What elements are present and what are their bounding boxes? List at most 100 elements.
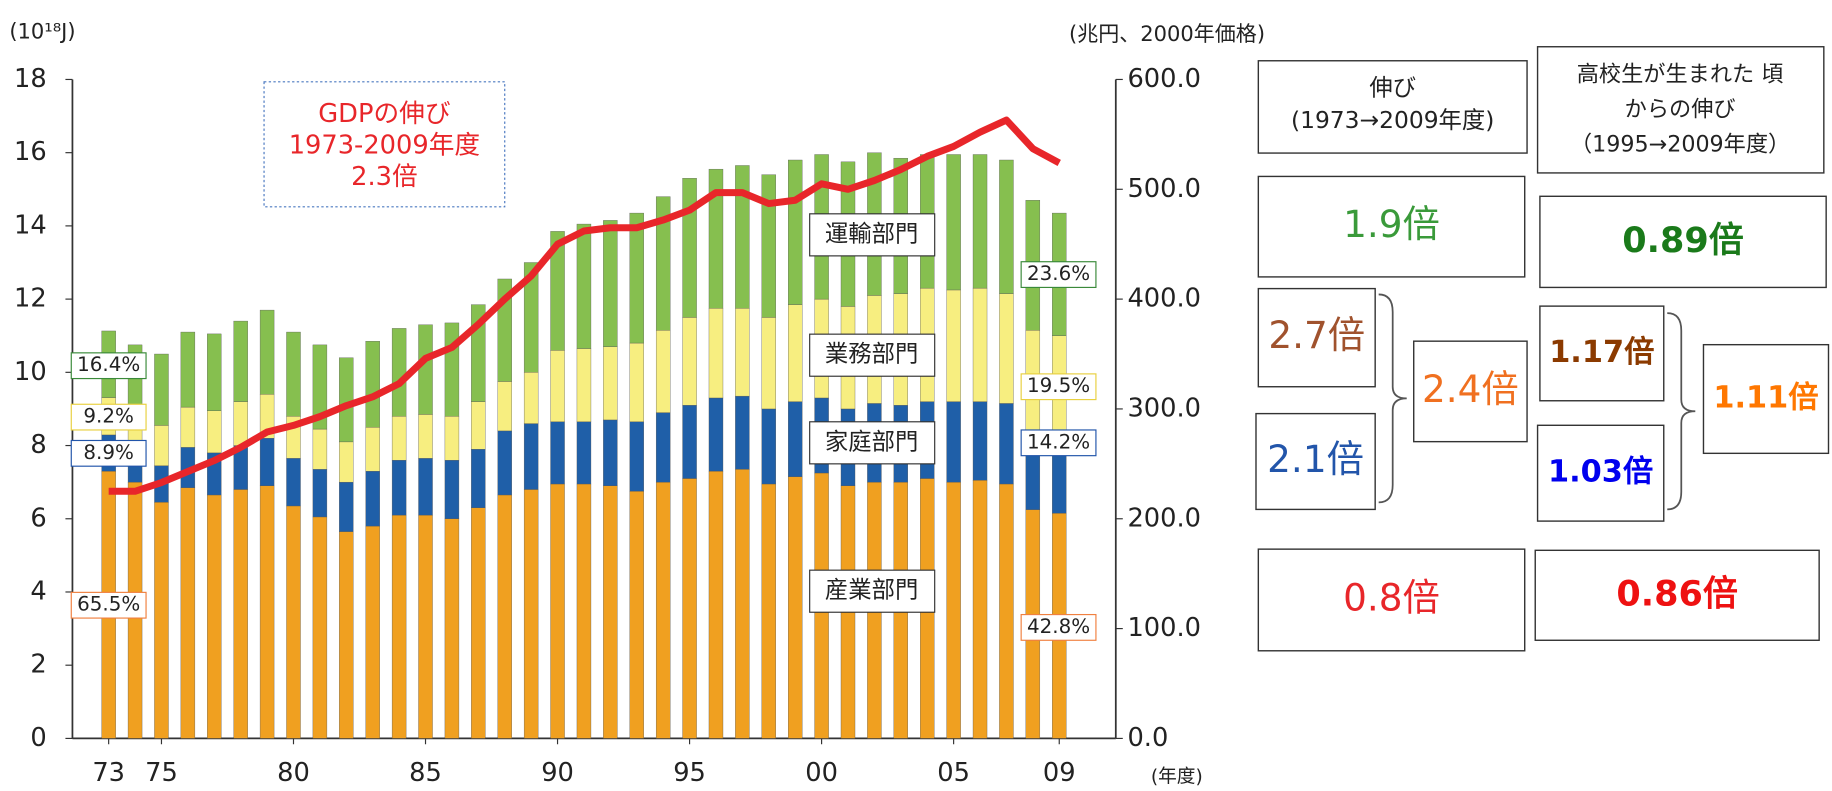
bar-segment — [286, 505, 301, 739]
bar-segment — [365, 427, 380, 472]
bar-segment — [946, 481, 961, 739]
annotation-text: 1973-2009年度 — [289, 131, 480, 161]
bar-segment — [735, 308, 750, 397]
bar-segment — [286, 458, 301, 507]
panel-box — [1539, 305, 1665, 402]
y2-tick-label: 600.0 — [1127, 64, 1201, 94]
panel-box — [1257, 60, 1528, 154]
growth-value: 0.89倍 — [1622, 220, 1744, 261]
bar-segment — [180, 331, 196, 408]
bar-segment — [761, 408, 776, 485]
y-tick-label: 10 — [14, 357, 47, 387]
bar-segment — [550, 350, 565, 422]
sector-label-box — [809, 213, 936, 257]
bar-segment — [629, 342, 644, 422]
bar-segment — [391, 460, 407, 516]
growth-value: 1.9倍 — [1343, 202, 1440, 246]
share-label-box — [1020, 261, 1097, 289]
bar-segment — [180, 487, 196, 739]
bar-segment — [180, 406, 196, 448]
share-label-box — [1020, 373, 1097, 401]
bar-segment — [999, 403, 1014, 485]
y-tick-label: 8 — [30, 430, 46, 460]
bar-segment — [418, 458, 433, 516]
brace — [1667, 312, 1696, 511]
bar-segment — [603, 419, 618, 486]
bar-segment — [339, 357, 354, 443]
y-tick-label: 18 — [14, 64, 47, 94]
bar-segment — [497, 430, 512, 496]
bar-segment — [312, 428, 328, 470]
bar-segment — [471, 507, 486, 739]
panel-box — [1257, 175, 1526, 278]
bar-segment — [655, 412, 671, 483]
y-tick-label: 12 — [14, 284, 47, 314]
panel-header: からの伸び — [1625, 96, 1736, 122]
panel-box — [1536, 46, 1825, 174]
bar-segment — [523, 489, 539, 739]
y-tick-label: 14 — [14, 210, 47, 240]
bar-segment — [629, 421, 644, 492]
bar-segment — [523, 372, 539, 424]
share-label: 14.2% — [1027, 430, 1090, 453]
bar-segment — [154, 502, 169, 739]
bar-segment — [629, 212, 644, 344]
growth-value: 0.8倍 — [1343, 575, 1440, 619]
bar-segment — [999, 293, 1014, 404]
growth-value: 2.4倍 — [1422, 367, 1519, 411]
share-label-box — [1020, 613, 1097, 641]
bar-segment — [972, 154, 988, 289]
bar-segment — [154, 425, 169, 466]
panel-header: 高校生が生まれた 頃 — [1577, 61, 1784, 87]
bar-segment — [207, 494, 222, 739]
x-tick-label: 80 — [277, 758, 310, 788]
bar-segment — [154, 353, 169, 426]
bar-segment — [603, 220, 618, 347]
bar-segment — [999, 159, 1014, 294]
bar-segment — [391, 328, 407, 417]
bar-segment — [972, 480, 988, 739]
sector-label: 業務部門 — [825, 340, 918, 368]
panel-header: 伸び — [1369, 73, 1416, 101]
y-tick-label: 6 — [30, 503, 46, 533]
share-label-box — [70, 439, 147, 467]
bar-segment — [576, 223, 592, 349]
bar-segment — [708, 168, 724, 309]
panel-box — [1413, 340, 1528, 443]
bar-segment — [655, 481, 671, 739]
bar-segment — [946, 154, 961, 291]
bar-segment — [312, 516, 328, 739]
panel-header: （1995→2009年度） — [1570, 131, 1790, 157]
growth-value: 1.03倍 — [1548, 454, 1653, 490]
bar-segment — [444, 416, 460, 461]
panel-box — [1534, 549, 1820, 641]
bar-segment — [999, 483, 1014, 739]
x-axis-label: (年度) — [1151, 766, 1203, 787]
bar-segment — [788, 476, 803, 739]
bar-segment — [391, 416, 407, 461]
x-tick-label: 73 — [92, 758, 125, 788]
sector-label: 運輸部門 — [825, 219, 918, 247]
panel-box — [1702, 343, 1830, 455]
y2-tick-label: 0.0 — [1127, 723, 1168, 753]
x-tick-label: 95 — [673, 758, 706, 788]
growth-value: 2.1倍 — [1267, 437, 1364, 481]
bar-segment — [259, 309, 275, 395]
share-label: 9.2% — [83, 405, 133, 428]
bar-segment — [550, 231, 565, 351]
bar-segment — [708, 397, 724, 472]
bar-segment — [682, 178, 697, 318]
bar-segment — [761, 317, 776, 410]
bar-segment — [946, 289, 961, 402]
annotation-text: 2.3倍 — [351, 162, 418, 192]
y2-tick-label: 500.0 — [1127, 174, 1201, 204]
panel-header: (1973→2009年度) — [1291, 106, 1494, 134]
share-label: 42.8% — [1027, 615, 1090, 638]
x-tick-label: 09 — [1043, 758, 1076, 788]
bar-segment — [682, 405, 697, 479]
bar-segment — [550, 483, 565, 739]
bar-segment — [339, 531, 354, 739]
share-label: 23.6% — [1027, 262, 1090, 285]
bar-segment — [655, 196, 671, 331]
